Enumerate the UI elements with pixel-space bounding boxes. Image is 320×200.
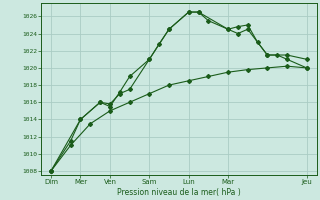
X-axis label: Pression niveau de la mer( hPa ): Pression niveau de la mer( hPa ) (117, 188, 241, 197)
